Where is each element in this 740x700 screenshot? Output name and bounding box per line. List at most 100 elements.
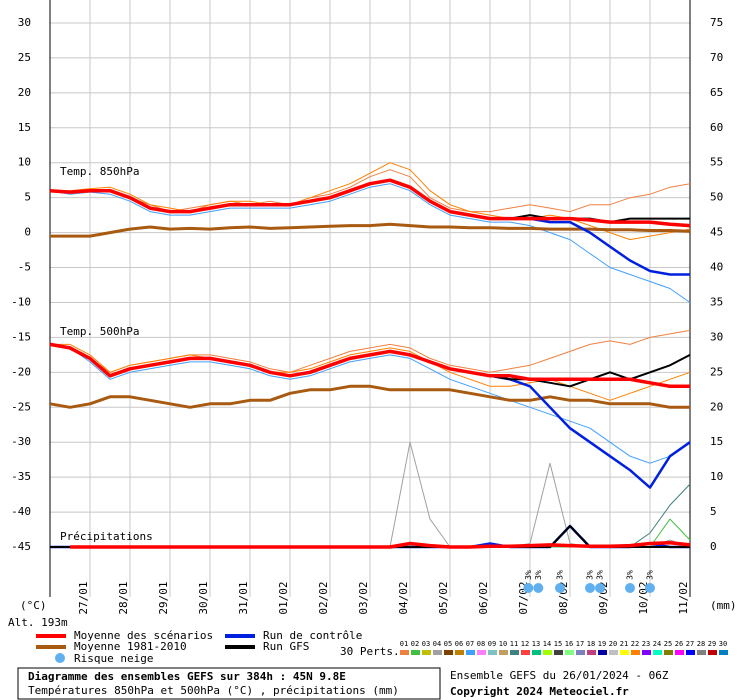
perturbation-label: 02: [411, 640, 419, 648]
y2-tick-label: 20: [710, 400, 723, 413]
chart-title: Diagramme des ensembles GEFS sur 384h : …: [28, 670, 346, 683]
run-label: Ensemble GEFS du 26/01/2024 - 06Z: [450, 669, 669, 682]
y-tick-label: -40: [11, 505, 31, 518]
y-tick-label: -30: [11, 435, 31, 448]
perturbation-label: 14: [543, 640, 551, 648]
perturbation-swatch: [554, 650, 563, 655]
perturbation-label: 21: [620, 640, 628, 648]
perturbation-swatch: [532, 650, 541, 655]
perturbation-swatch: [576, 650, 585, 655]
altitude: Alt. 193m: [8, 616, 68, 629]
perturbation-label: 17: [576, 640, 584, 648]
y2-tick-label: 25: [710, 365, 723, 378]
series-line: [49, 183, 691, 303]
snow-icon: [585, 583, 595, 593]
x-tick-label: 01/02: [277, 581, 290, 614]
series-line: [50, 162, 691, 241]
y2-tick-label: 55: [710, 156, 723, 169]
snow-risk-label: 3%: [534, 570, 543, 580]
y2-tick-label: 60: [710, 121, 723, 134]
series-line: [50, 343, 691, 401]
snow-icon: [595, 583, 605, 593]
perturbation-label: 29: [708, 640, 716, 648]
y-tick-label: -20: [11, 365, 31, 378]
x-tick-label: 04/02: [397, 581, 410, 614]
y-tick-label: -15: [11, 330, 31, 343]
perturbation-label: 06: [455, 640, 463, 648]
perturbation-swatch: [708, 650, 717, 655]
perturbation-swatch: [466, 650, 475, 655]
perturbation-label: 19: [598, 640, 606, 648]
perturbation-swatch: [598, 650, 607, 655]
y2-axis-label: (mm): [710, 599, 737, 612]
x-tick-label: 05/02: [437, 581, 450, 614]
perturbation-swatch: [400, 650, 409, 655]
copyright: Copyright 2024 Meteociel.fr: [450, 685, 629, 698]
legend-label: Run de contrôle: [263, 629, 362, 642]
annotation: Précipitations: [60, 530, 153, 543]
snow-risk-label: 3%: [556, 570, 565, 580]
perturbation-label: 09: [488, 640, 496, 648]
perturbation-swatch: [543, 650, 552, 655]
series-line: [49, 169, 691, 213]
perturbation-label: 26: [675, 640, 683, 648]
legend-snow-icon: [55, 653, 65, 663]
series-line: [49, 384, 690, 409]
x-tick-label: 06/02: [477, 581, 490, 614]
y-tick-label: 15: [18, 121, 31, 134]
legend-label: Risque neige: [74, 652, 153, 665]
title-box: [17, 667, 441, 700]
perturbation-label: 20: [609, 640, 617, 648]
legend-label: Run GFS: [263, 640, 309, 653]
perturbation-label: 08: [477, 640, 485, 648]
y2-tick-label: 10: [710, 470, 723, 483]
annotation: Temp. 500hPa: [60, 325, 139, 338]
y2-tick-label: 0: [710, 540, 717, 553]
y-tick-label: 25: [18, 51, 31, 64]
series-line: [49, 342, 690, 389]
perturbation-label: 11: [510, 640, 518, 648]
y2-tick-label: 45: [710, 226, 723, 239]
y-tick-label: 20: [18, 86, 31, 99]
y-tick-label: 0: [24, 226, 31, 239]
y2-tick-label: 30: [710, 330, 723, 343]
perturbation-label: 24: [653, 640, 661, 648]
chart-subtitle: Températures 850hPa et 500hPa (°C) , pré…: [28, 684, 399, 697]
x-tick-label: 31/01: [237, 581, 250, 614]
perturbation-swatch: [411, 650, 420, 655]
y2-tick-label: 50: [710, 191, 723, 204]
y2-tick-label: 70: [710, 51, 723, 64]
snow-icon: [625, 583, 635, 593]
series-line: [49, 178, 691, 228]
perturbation-label: 01: [400, 640, 408, 648]
y2-tick-label: 15: [710, 435, 723, 448]
snow-risk-label: 3%: [524, 570, 533, 580]
perturbation-label: 30: [719, 640, 727, 648]
perturbations-label: 30 Perts.: [340, 645, 400, 658]
perturbation-label: 16: [565, 640, 573, 648]
legend-label: Moyenne 1981-2010: [74, 640, 187, 653]
snow-risk-label: 3%: [646, 570, 655, 580]
x-tick-label: 29/01: [157, 581, 170, 614]
y2-tick-label: 65: [710, 86, 723, 99]
perturbation-swatch: [675, 650, 684, 655]
perturbation-label: 05: [444, 640, 452, 648]
x-tick-label: 30/01: [197, 581, 210, 614]
x-tick-label: 28/01: [117, 581, 130, 614]
series-line: [49, 343, 691, 464]
perturbation-label: 22: [631, 640, 639, 648]
perturbation-swatch: [433, 650, 442, 655]
perturbation-swatch: [521, 650, 530, 655]
perturbation-swatch: [488, 650, 497, 655]
snow-icon: [645, 583, 655, 593]
y-tick-label: -10: [11, 295, 31, 308]
perturbation-swatch: [422, 650, 431, 655]
snow-risk-label: 3%: [596, 570, 605, 580]
perturbation-label: 23: [642, 640, 650, 648]
snow-icon: [523, 583, 534, 593]
x-tick-label: 03/02: [357, 581, 370, 614]
perturbation-label: 15: [554, 640, 562, 648]
perturbation-label: 10: [499, 640, 507, 648]
